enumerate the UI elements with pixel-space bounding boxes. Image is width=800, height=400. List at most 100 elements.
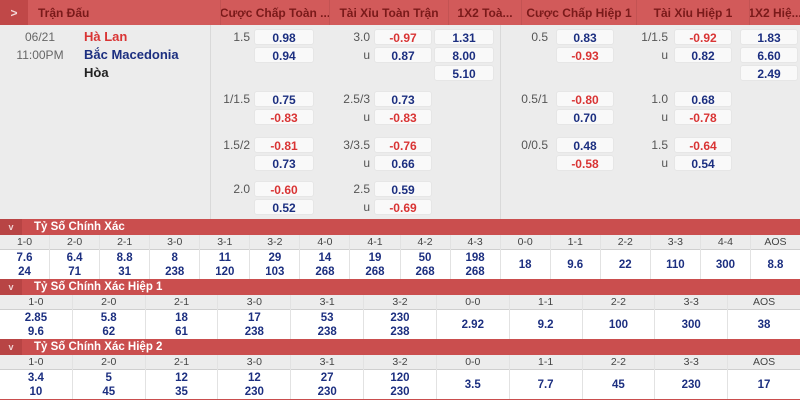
score-odds-cell[interactable]: 5.8 xyxy=(100,311,117,324)
handicap-odds-cell[interactable]: 0.73 xyxy=(254,155,314,171)
score-odds-cell[interactable]: 8.8 xyxy=(116,251,133,264)
score-odds-cell[interactable]: 27 xyxy=(320,371,334,384)
handicap-h1-odds-cell[interactable]: 0.83 xyxy=(556,29,614,45)
score-odds-cell[interactable]: 300 xyxy=(715,258,735,271)
handicap-odds-cell[interactable]: -0.83 xyxy=(254,109,314,125)
score-odds-cell[interactable]: 238 xyxy=(390,325,410,338)
overunder-odds-cell[interactable]: 0.73 xyxy=(374,91,432,107)
score-odds-cell[interactable]: 268 xyxy=(365,265,385,278)
score-odds-cell[interactable]: 19 xyxy=(368,251,382,264)
overunder-h1-odds-cell[interactable]: 0.54 xyxy=(674,155,732,171)
handicap-odds-cell[interactable]: 0.98 xyxy=(254,29,314,45)
1x2-odds-cell[interactable]: 1.31 xyxy=(434,29,494,45)
1x2-h1-odds-cell[interactable]: 1.83 xyxy=(740,29,798,45)
1x2-odds-cell[interactable]: 8.00 xyxy=(434,47,494,63)
score-odds-cell[interactable]: 120 xyxy=(215,265,235,278)
score-odds-cell[interactable]: 61 xyxy=(175,325,188,338)
score-odds-cell[interactable]: 18 xyxy=(518,258,532,271)
score-odds-cell[interactable]: 9.6 xyxy=(567,258,584,271)
handicap-h1-odds-cell[interactable]: 0.48 xyxy=(556,137,614,153)
score-odds-cell[interactable]: 17 xyxy=(757,378,771,391)
overunder-odds-cell[interactable]: -0.97 xyxy=(374,29,432,45)
score-section-header[interactable]: v Tỷ Số Chính Xác xyxy=(0,219,800,235)
score-odds-cell[interactable]: 5 xyxy=(105,371,112,384)
score-odds-cell[interactable]: 9.6 xyxy=(27,325,44,338)
1x2-odds-cell[interactable]: 5.10 xyxy=(434,65,494,81)
score-odds-cell[interactable]: 230 xyxy=(390,311,410,324)
overunder-odds-cell[interactable]: -0.76 xyxy=(374,137,432,153)
overunder-odds-cell[interactable]: 0.87 xyxy=(374,47,432,63)
overunder-h1-odds-cell[interactable]: 0.82 xyxy=(674,47,732,63)
score-odds-cell[interactable]: 3.5 xyxy=(464,378,481,391)
chevron-right-icon[interactable]: > xyxy=(0,0,28,25)
score-odds-cell[interactable]: 22 xyxy=(618,258,632,271)
overunder-odds-cell[interactable]: 0.66 xyxy=(374,155,432,171)
score-odds-cell[interactable]: 9.2 xyxy=(537,318,554,331)
score-odds-cell[interactable]: 2.92 xyxy=(461,318,484,331)
overunder-odds-cell[interactable]: -0.83 xyxy=(374,109,432,125)
score-odds-cell[interactable]: 100 xyxy=(608,318,628,331)
score-odds-cell[interactable]: 230 xyxy=(681,378,701,391)
score-odds-cell[interactable]: 300 xyxy=(681,318,701,331)
score-odds-cell[interactable]: 103 xyxy=(265,265,285,278)
score-odds-cell[interactable]: 38 xyxy=(757,318,771,331)
score-odds-cell[interactable]: 120 xyxy=(390,371,410,384)
overunder-h1-odds-cell[interactable]: -0.92 xyxy=(674,29,732,45)
score-odds-cell[interactable]: 7.6 xyxy=(16,251,33,264)
1x2-h1-odds-cell[interactable]: 6.60 xyxy=(740,47,798,63)
handicap-odds-cell[interactable]: -0.81 xyxy=(254,137,314,153)
score-odds-cell[interactable]: 71 xyxy=(68,265,81,278)
overunder-h1-odds-cell[interactable]: 0.68 xyxy=(674,91,732,107)
score-odds-cell[interactable]: 45 xyxy=(102,385,116,398)
overunder-h1-odds-cell[interactable]: -0.64 xyxy=(674,137,732,153)
score-odds-cell[interactable]: 11 xyxy=(218,251,231,264)
score-odds-cell[interactable]: 268 xyxy=(315,265,335,278)
score-odds-cell[interactable]: 17 xyxy=(247,311,261,324)
overunder-odds-cell[interactable]: 0.59 xyxy=(374,181,432,197)
score-odds-cell[interactable]: 53 xyxy=(320,311,334,324)
score-odds-cell[interactable]: 110 xyxy=(666,258,685,271)
chevron-down-icon[interactable]: v xyxy=(0,279,22,295)
score-odds-cell[interactable]: 6.4 xyxy=(66,251,83,264)
chevron-down-icon[interactable]: v xyxy=(0,219,22,235)
score-odds-cell[interactable]: 230 xyxy=(317,385,337,398)
score-odds-cell[interactable]: 268 xyxy=(465,265,485,278)
score-odds-cell[interactable]: 62 xyxy=(102,325,116,338)
handicap-h1-odds-cell[interactable]: -0.80 xyxy=(556,91,614,107)
score-odds-cell[interactable]: 10 xyxy=(29,385,43,398)
score-odds-cell[interactable]: 18 xyxy=(175,311,188,324)
score-odds-cell[interactable]: 238 xyxy=(244,325,264,338)
score-odds-cell[interactable]: 14 xyxy=(318,251,332,264)
handicap-h1-odds-cell[interactable]: 0.70 xyxy=(556,109,614,125)
score-odds-cell[interactable]: 7.7 xyxy=(537,378,554,391)
score-odds-cell[interactable]: 12 xyxy=(175,371,188,384)
score-section-header[interactable]: v Tỷ Số Chính Xác Hiệp 2 xyxy=(0,339,800,355)
handicap-odds-cell[interactable]: 0.75 xyxy=(254,91,314,107)
handicap-odds-cell[interactable]: -0.60 xyxy=(254,181,314,197)
score-odds-cell[interactable]: 2.85 xyxy=(24,311,48,324)
score-odds-cell[interactable]: 50 xyxy=(418,251,432,264)
handicap-h1-odds-cell[interactable]: -0.93 xyxy=(556,47,614,63)
score-odds-cell[interactable]: 12 xyxy=(247,371,261,384)
score-odds-cell[interactable]: 35 xyxy=(175,385,188,398)
overunder-h1-odds-cell[interactable]: -0.78 xyxy=(674,109,732,125)
score-odds-cell[interactable]: 8.8 xyxy=(767,258,784,271)
score-odds-cell[interactable]: 198 xyxy=(465,251,485,264)
chevron-down-icon[interactable]: v xyxy=(0,339,22,355)
score-odds-cell[interactable]: 45 xyxy=(612,378,625,391)
score-odds-cell[interactable]: 238 xyxy=(165,265,185,278)
score-odds-cell[interactable]: 230 xyxy=(244,385,264,398)
score-section-header[interactable]: v Tỷ Số Chính Xác Hiệp 1 xyxy=(0,279,800,295)
handicap-h1-odds-cell[interactable]: -0.58 xyxy=(556,155,614,171)
score-odds-cell[interactable]: 31 xyxy=(118,265,132,278)
score-odds-cell[interactable]: 8 xyxy=(171,251,178,264)
1x2-h1-odds-cell[interactable]: 2.49 xyxy=(740,65,798,81)
score-odds-cell[interactable]: 238 xyxy=(317,325,337,338)
handicap-odds-cell[interactable]: 0.94 xyxy=(254,47,314,63)
overunder-odds-cell[interactable]: -0.69 xyxy=(374,199,432,215)
handicap-odds-cell[interactable]: 0.52 xyxy=(254,199,314,215)
score-odds-cell[interactable]: 268 xyxy=(415,265,435,278)
score-odds-cell[interactable]: 3.4 xyxy=(27,371,44,384)
score-odds-cell[interactable]: 24 xyxy=(18,265,31,278)
score-odds-cell[interactable]: 29 xyxy=(268,251,282,264)
